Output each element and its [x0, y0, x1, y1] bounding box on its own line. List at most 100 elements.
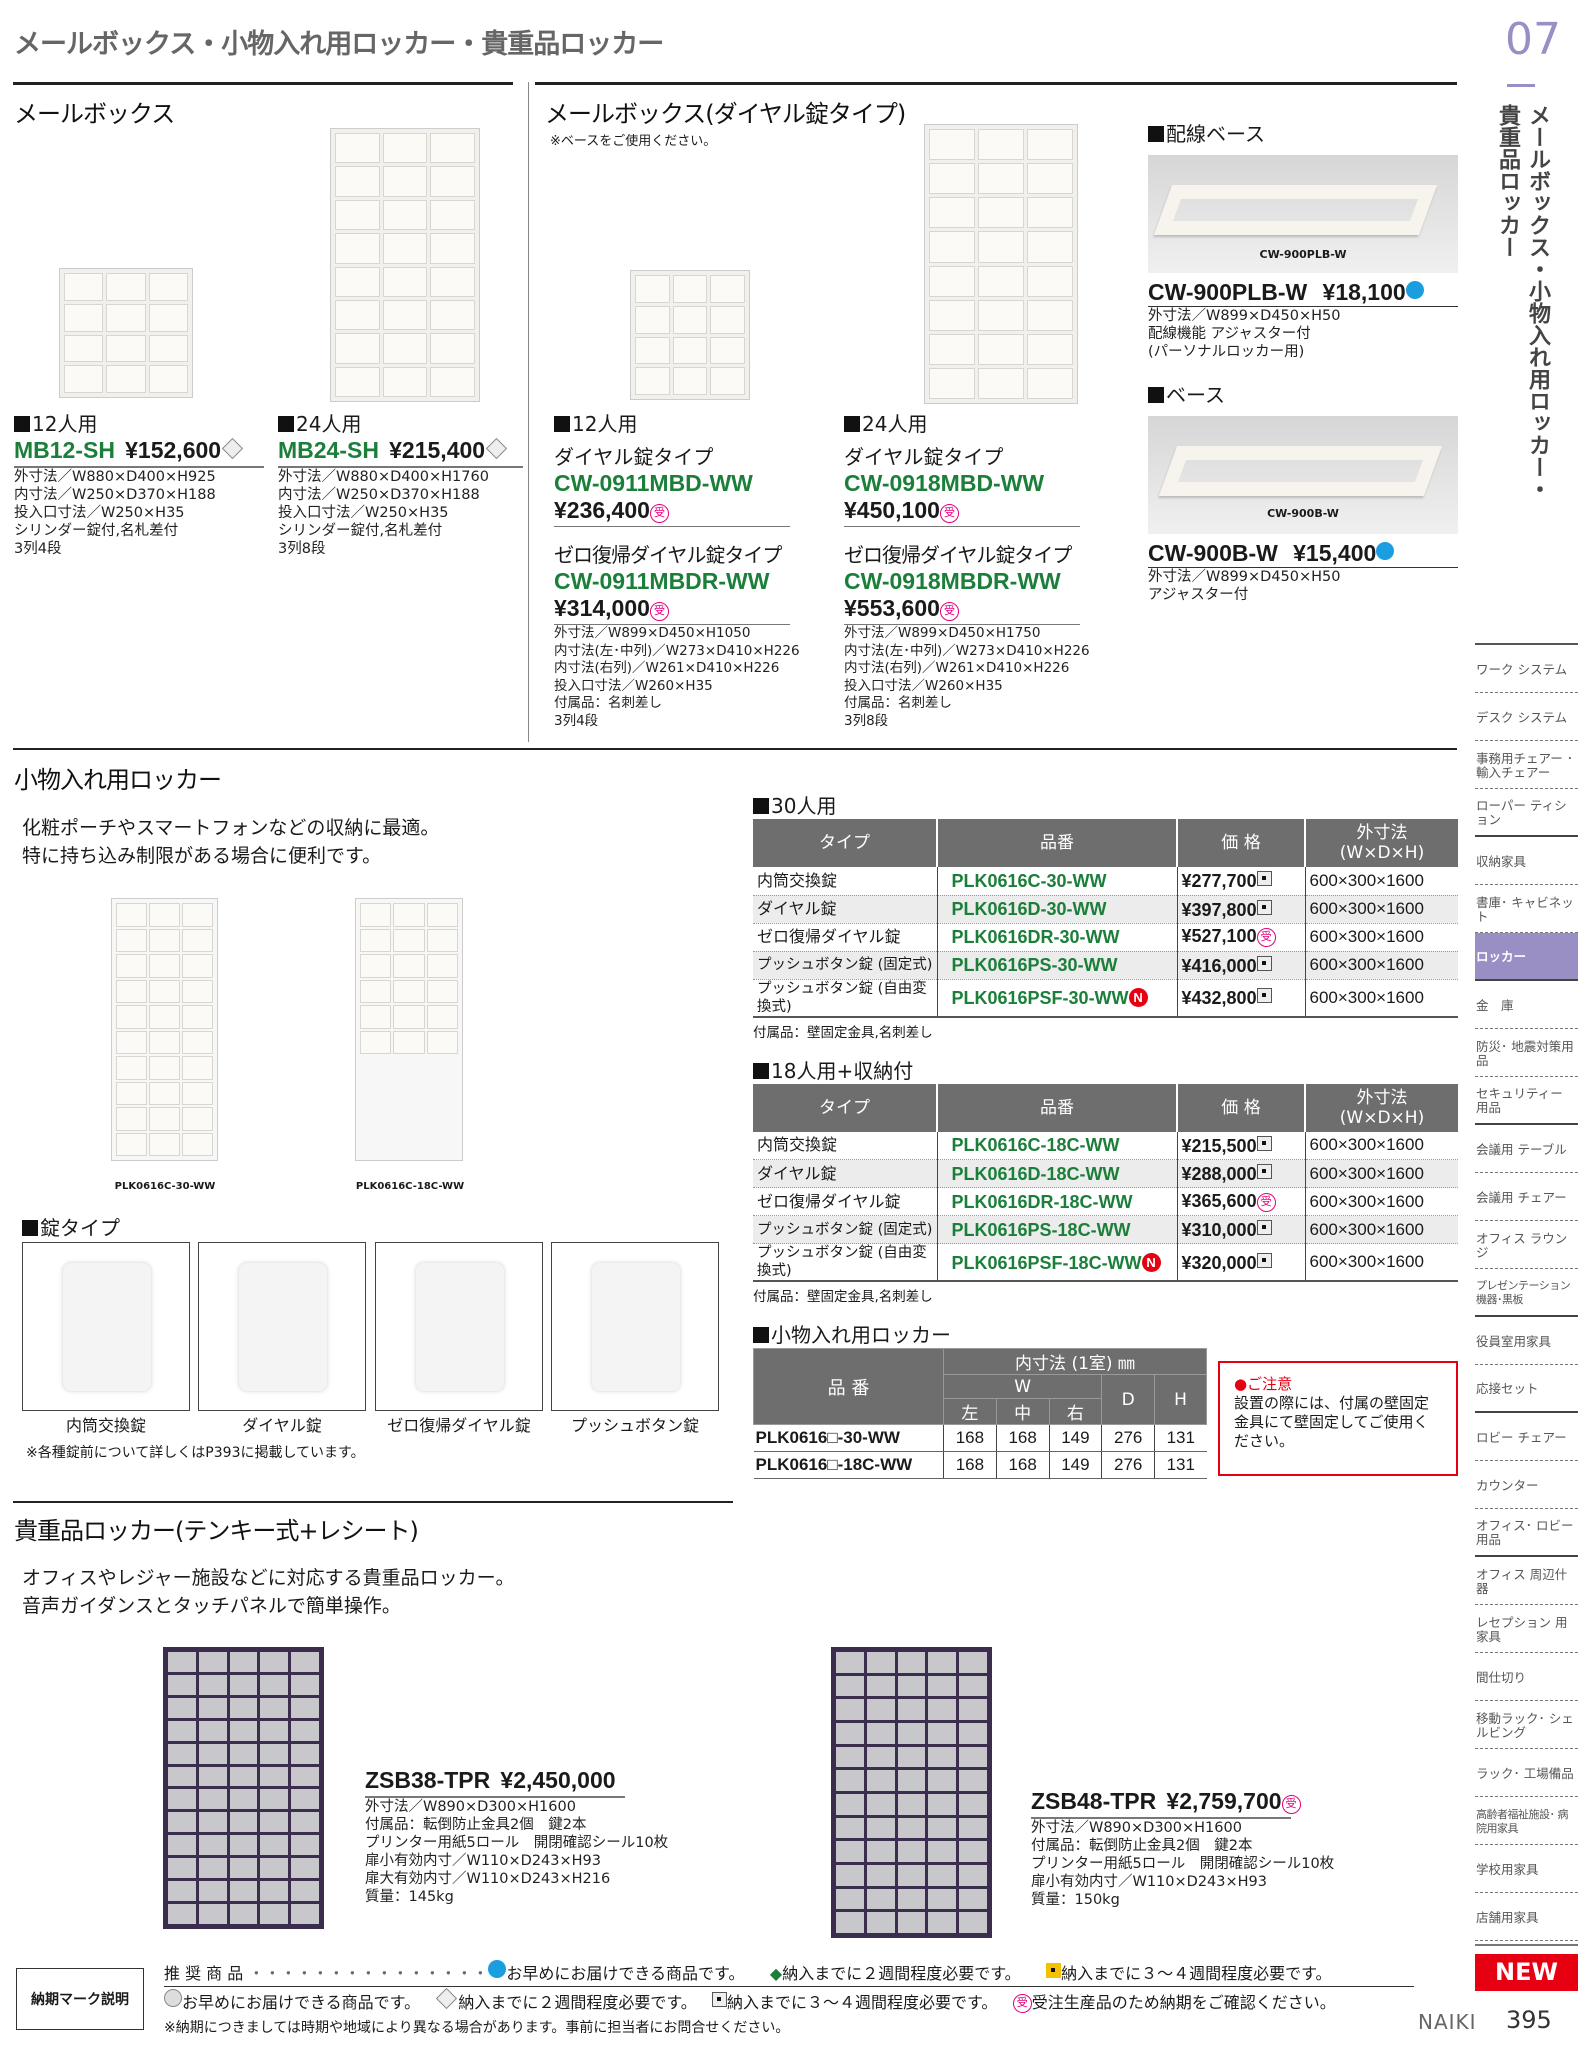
lock-type-cell: 内筒交換錠 [753, 1131, 938, 1160]
locker-door [426, 954, 458, 978]
nav-item[interactable]: 会議用 チェアー [1475, 1173, 1578, 1221]
model-cell: PLK0616DR-30-WW [951, 927, 1120, 947]
nav-item[interactable]: 防災･ 地震対策用品 [1475, 1029, 1578, 1077]
nav-item[interactable]: オフィス 周辺什器 [1475, 1557, 1578, 1605]
spec-line: 内寸法(左･中列)／W273×D410×H226 [844, 642, 1090, 659]
nav-item[interactable]: 間仕切り [1475, 1653, 1578, 1701]
spec-line: アジャスター付 [1148, 587, 1249, 603]
locker-door [260, 1789, 289, 1810]
locker-door [710, 305, 745, 334]
spec-line: シリンダー錠付,名札差付 [278, 523, 443, 539]
locker-door [928, 1864, 957, 1886]
nav-item[interactable]: ワーク システム [1475, 645, 1578, 693]
locker-door [260, 1697, 289, 1718]
brand-name: NAIKI [1418, 2010, 1477, 2034]
table-row: プッシュボタン錠 (自由変換式) PLK0616PSF-18C-WW N ¥320,0… [753, 1243, 1458, 1282]
locker-door [229, 1652, 258, 1672]
dim-cell: 276 [1101, 1424, 1156, 1452]
nav-item[interactable]: ロッカー [1475, 933, 1578, 981]
locker-door [182, 1081, 213, 1105]
locker-door [335, 366, 380, 397]
vertical-title-1: メールボックス・小物入れ用ロッカー・ [1525, 104, 1550, 500]
spec-line: 外寸法／W880×D400×H1760 [278, 469, 489, 485]
locker-door [393, 1030, 425, 1054]
locker-door [291, 1858, 319, 1879]
nav-item[interactable]: レセプション 用家具 [1475, 1605, 1578, 1653]
locker-door [393, 903, 425, 927]
locker-door [710, 275, 745, 303]
product-base: ベース CW-900B-W CW-900B-W ¥15,400 外寸法／W899… [1148, 379, 1468, 604]
lock-type: ダイヤル錠タイプ [844, 445, 1004, 469]
locker-door [929, 333, 975, 365]
locker-door [149, 903, 180, 927]
price-cell: ¥320,000 [1181, 1252, 1257, 1273]
locker-door [260, 1881, 289, 1902]
image-label: PLK0616C-18C-WW [355, 1181, 465, 1192]
nav-item[interactable]: 応接セット [1475, 1365, 1578, 1413]
nav-item[interactable]: オフィス ラウンジ [1475, 1221, 1578, 1269]
locker-door [382, 199, 428, 231]
model-number: MB24-SH [278, 437, 379, 463]
nav-item[interactable]: オフィス･ ロビー用品 [1475, 1509, 1578, 1557]
spec-list: 外寸法／W880×D400×H925 内寸法／W250×D370×H188 投入口寸… [14, 468, 264, 558]
nav-item[interactable]: 収納家具 [1475, 837, 1578, 885]
locker-door [182, 1005, 213, 1029]
lock-type-cell: 内筒交換錠 [753, 867, 938, 896]
table-heading-text: 18人用+収納付 [771, 1058, 914, 1083]
nav-item[interactable]: 金 庫 [1475, 981, 1578, 1029]
divider [1475, 1944, 1578, 1946]
nav-item[interactable]: 移動ラック･ シェルビング [1475, 1701, 1578, 1749]
locker-door [182, 1030, 213, 1054]
nav-item[interactable]: デスク システム [1475, 693, 1578, 741]
nav-item[interactable]: カウンター [1475, 1461, 1578, 1509]
lock-image [375, 1242, 543, 1411]
lock-type-cell: プッシュボタン錠 (固定式) [753, 1215, 938, 1244]
dim-cell: 149 [1049, 1424, 1103, 1452]
nav-item[interactable]: 書庫･ キャビネット [1475, 885, 1578, 933]
locker-door [710, 336, 745, 365]
new-mark-icon: N [1141, 1252, 1161, 1272]
nav-item[interactable]: 高齢者福祉施設･ 病院用家具 [1475, 1797, 1578, 1845]
dim-cell: 131 [1154, 1451, 1207, 1479]
locker-door [382, 366, 428, 397]
locker-door [360, 903, 392, 927]
vertical-title-2: 貴重品ロッカー [1495, 104, 1520, 258]
locker-door [148, 334, 188, 363]
locker-door [260, 1835, 289, 1856]
table-note: 付属品：壁固定金具,名刺差し [753, 1024, 933, 1041]
locker-door [149, 954, 180, 978]
spec-line: 外寸法／W890×D300×H1600 [365, 1799, 576, 1815]
nav-item[interactable]: 会議用 テーブル [1475, 1125, 1578, 1173]
chapter-dash [1507, 84, 1535, 87]
locker-door [291, 1812, 319, 1833]
locker-door [866, 1912, 895, 1933]
nav-item[interactable]: 学校用家具 [1475, 1845, 1578, 1893]
spec-line: 扉大有効内寸／W110×D243×H216 [365, 1871, 611, 1887]
locker-door [866, 1841, 895, 1862]
locker-door [959, 1864, 987, 1886]
locker-door [959, 1770, 987, 1791]
nav-item[interactable]: ロビー チェアー [1475, 1413, 1578, 1461]
base-heading: 配線ベース [1166, 122, 1265, 146]
caution-box: ●ご注意 設置の際には、付属の壁固定金具にて壁固定してご使用ください。 [1218, 1361, 1458, 1476]
dim-cell: 149 [1049, 1451, 1103, 1479]
locker-door [382, 299, 428, 331]
nav-item[interactable]: ラック･ 工場備品 [1475, 1749, 1578, 1797]
size-cell: 600×300×1600 [1305, 1243, 1458, 1282]
nav-item[interactable]: 事務用チェアー ･輸入チェアー [1475, 741, 1578, 789]
locker-door [978, 367, 1024, 399]
nav-item[interactable]: 店舗用家具 [1475, 1893, 1578, 1941]
locker-door [260, 1812, 289, 1833]
locker-door [672, 367, 708, 395]
nav-item[interactable]: ローパー ティション [1475, 789, 1578, 837]
locker-door [928, 1722, 957, 1744]
locker-door [229, 1904, 258, 1924]
nav-item[interactable]: プレゼンテーション 機器･黒板 [1475, 1269, 1578, 1317]
locker-door [978, 197, 1024, 229]
nav-item[interactable]: 役員室用家具 [1475, 1317, 1578, 1365]
section-heading-dial-mailbox: メールボックス(ダイヤル錠タイプ) [545, 100, 906, 128]
col-d: D [1101, 1374, 1156, 1425]
locker-door [198, 1674, 227, 1695]
nav-item[interactable]: セキュリティー 用品 [1475, 1077, 1578, 1125]
diamond-mark-icon [221, 437, 244, 460]
